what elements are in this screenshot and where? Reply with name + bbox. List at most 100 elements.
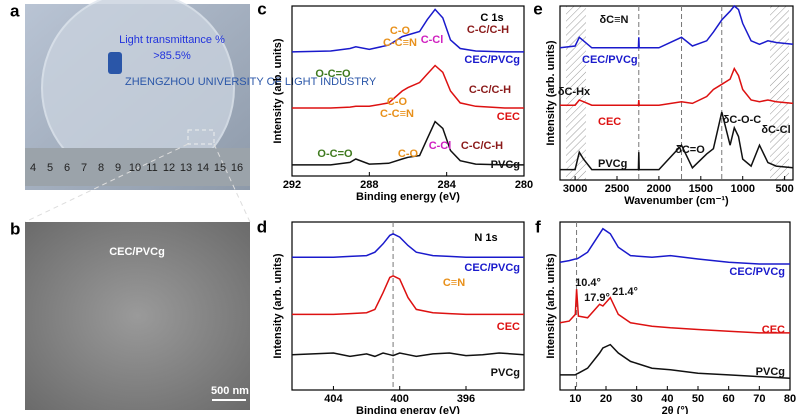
x-tick-label: 280 — [515, 179, 533, 191]
x-tick-label: 50 — [692, 393, 704, 405]
series-label: CEC/PVCg — [464, 262, 520, 274]
x-tick-label: 2500 — [605, 183, 629, 195]
annotation: C-O — [398, 148, 419, 160]
annotation: C-C≡N — [383, 37, 417, 49]
plot-frame — [559, 5, 794, 181]
panel-letter: a — [10, 1, 20, 20]
zoom-box — [187, 129, 215, 145]
hatch-region — [770, 6, 789, 180]
annotation: C-O — [390, 25, 411, 37]
spectrum-line — [292, 64, 524, 109]
x-tick-label: 70 — [753, 393, 765, 405]
annotation: C≡N — [443, 277, 465, 289]
x-tick-label: 2000 — [647, 183, 671, 195]
annotation: 17.9° — [584, 292, 610, 304]
annotation: O-C=O — [315, 68, 351, 80]
x-tick-label: 40 — [661, 393, 673, 405]
series-label: CEC — [598, 116, 621, 128]
annotation: C-C/C-H — [469, 84, 511, 96]
x-tick-label: 80 — [784, 393, 796, 405]
spectrum-line — [560, 111, 794, 171]
spectrum-line — [291, 8, 524, 53]
ruler-number: 10 — [129, 162, 141, 174]
ruler — [25, 148, 250, 186]
series-label: CEC — [497, 321, 520, 333]
annotation: C-Cl — [429, 140, 452, 152]
y-axis-label: Intensity (arb. units) — [545, 40, 557, 145]
annotation: 10.4° — [575, 277, 601, 289]
x-axis-label: Binding energy (eV) — [356, 405, 460, 414]
panel-title: C 1s — [480, 12, 503, 24]
annotation: C-C/C-H — [467, 24, 509, 36]
series-label: CEC — [762, 324, 785, 336]
spectrum-line — [291, 352, 525, 358]
ruler-number: 5 — [47, 162, 53, 174]
spectrum-line — [560, 66, 794, 106]
y-axis-label: Intensity (arb. units) — [545, 253, 557, 358]
series-label: CEC/PVCg — [729, 266, 785, 278]
panel-letter: d — [257, 217, 267, 236]
annotation: C-O — [387, 96, 408, 108]
annotation: C-C/C-H — [461, 140, 503, 152]
spectrum-line — [292, 232, 524, 259]
x-tick-label: 10 — [569, 393, 581, 405]
ruler-number: 14 — [197, 162, 209, 174]
annotation: C-Cl — [421, 34, 444, 46]
spectrum-line — [292, 274, 524, 316]
panel-letter: b — [10, 219, 20, 238]
zoom-line — [24, 143, 189, 223]
series-label: CEC — [497, 111, 520, 123]
panel-title: N 1s — [474, 232, 497, 244]
spectrum-line — [559, 4, 794, 49]
spectrum-line — [559, 289, 790, 334]
ruler-number: 12 — [163, 162, 175, 174]
x-tick-label: 500 — [775, 183, 793, 195]
hatch-region — [566, 6, 586, 180]
ruler-number: 16 — [231, 162, 243, 174]
x-tick-label: 20 — [600, 393, 612, 405]
panel-letter: e — [533, 0, 542, 18]
ruler-number: 15 — [214, 162, 226, 174]
annotation: δC-Hx — [558, 86, 591, 98]
scale-label: 500 nm — [211, 385, 249, 397]
series-label: PVCg — [756, 366, 785, 378]
series-label: PVCg — [598, 158, 627, 170]
annotation: C-C≡N — [380, 108, 414, 120]
y-axis-label: Intensity (arb. units) — [272, 253, 284, 358]
annotation: δC-O-C — [723, 114, 761, 126]
photo-b — [25, 222, 250, 410]
ruler-number: 8 — [98, 162, 104, 174]
plot-frame — [291, 5, 525, 177]
x-tick-label: 400 — [391, 393, 409, 405]
ruler-number: 4 — [30, 162, 36, 174]
caption: Light transmittance % — [119, 34, 225, 46]
x-tick-label: 30 — [631, 393, 643, 405]
x-tick-label: 292 — [283, 179, 301, 191]
sem-label: CEC/PVCg — [109, 246, 165, 258]
x-axis-label: Binding energy (eV) — [356, 191, 460, 203]
annotation: δC=O — [675, 144, 705, 156]
x-tick-label: 404 — [324, 393, 343, 405]
plot-frame — [291, 221, 525, 391]
ruler-numbers: 4 5 6 7 8 9 10 11 12 13 14 15 16 — [30, 162, 243, 174]
ruler-number: 13 — [180, 162, 192, 174]
ruler-number: 6 — [64, 162, 70, 174]
x-tick-label: 1000 — [730, 183, 754, 195]
spectrum-line — [292, 120, 524, 166]
series-label: CEC/PVCg — [464, 54, 520, 66]
series-label: PVCg — [491, 159, 520, 171]
x-axis-label: 2θ (°) — [662, 405, 689, 414]
annotation: 21.4° — [612, 286, 638, 298]
x-tick-label: 1500 — [689, 183, 713, 195]
annotation: O-C=O — [317, 148, 353, 160]
series-label: PVCg — [491, 367, 520, 379]
annotation: δC-Cl — [761, 124, 790, 136]
x-tick-label: 3000 — [563, 183, 587, 195]
plot-frame — [559, 221, 791, 391]
x-tick-label: 60 — [723, 393, 735, 405]
ruler-number: 7 — [81, 162, 87, 174]
panel-letter: c — [257, 0, 266, 18]
logo-text: ZHENGZHOU UNIVERSITY OF LIGHT INDUSTRY — [125, 76, 377, 88]
x-tick-label: 288 — [360, 179, 378, 191]
spectrum-line — [559, 227, 790, 265]
